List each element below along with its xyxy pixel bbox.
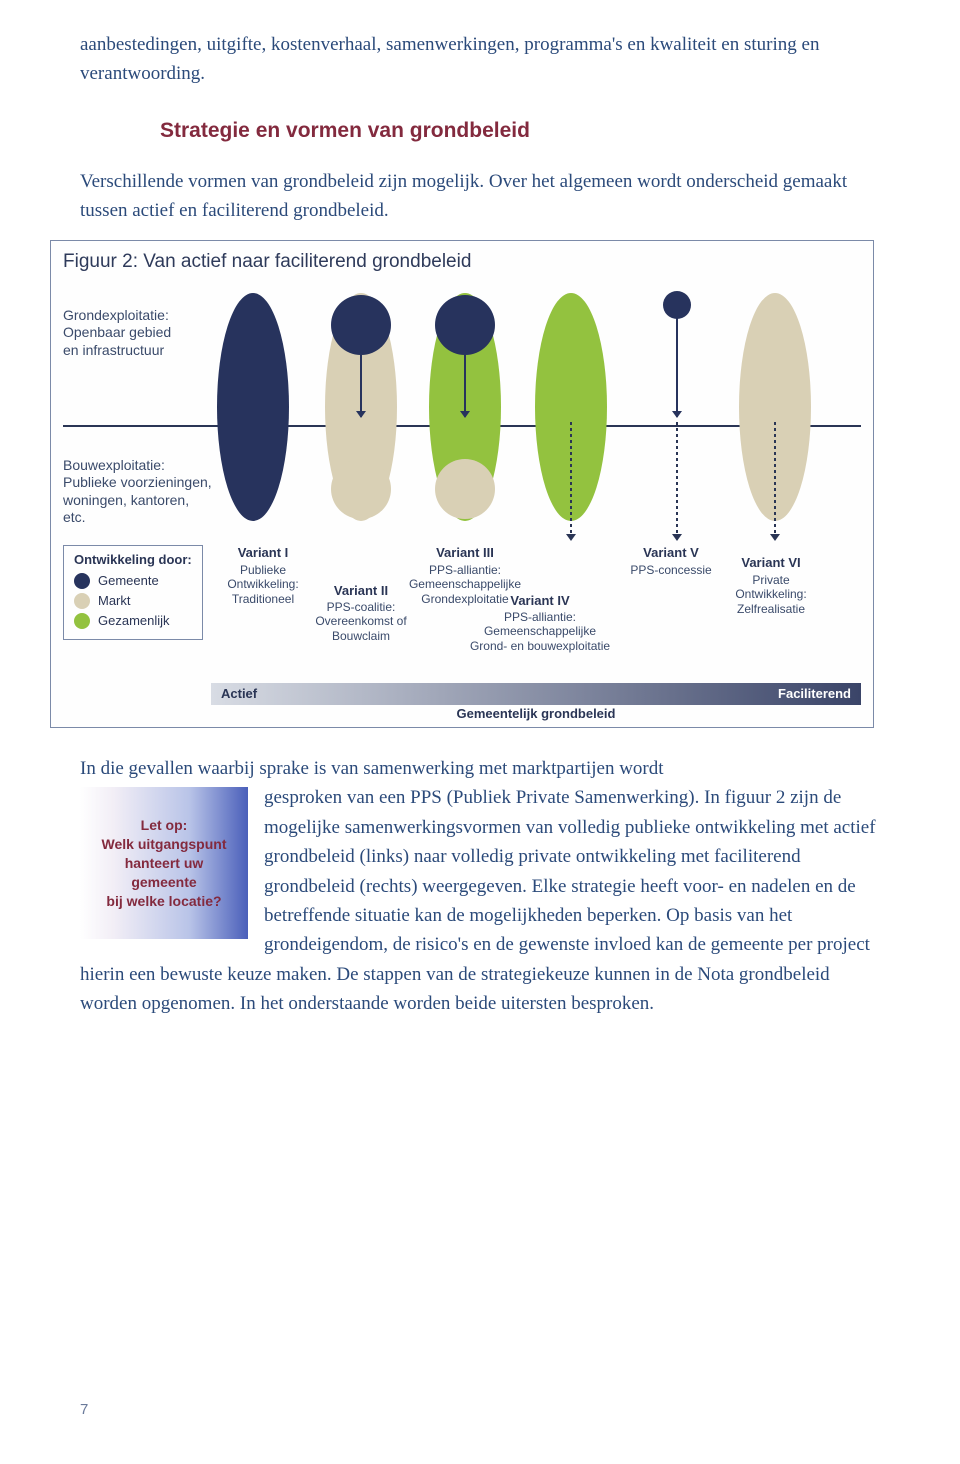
variant-label: Variant IV	[470, 593, 610, 608]
circle-shape	[663, 291, 691, 319]
arrow-down-icon	[360, 355, 362, 417]
arrow-down-icon	[570, 422, 572, 540]
circle-shape	[331, 295, 391, 355]
arrow-down-icon	[774, 422, 776, 540]
ellipse-shape	[217, 293, 289, 521]
legend-label: Markt	[98, 593, 131, 608]
arrow-down-icon	[676, 422, 678, 540]
legend-dot-icon	[74, 613, 90, 629]
legend-label: Gezamenlijk	[98, 613, 170, 628]
legend-item: Gezamenlijk	[74, 613, 192, 629]
figure-title: Figuur 2: Van actief naar faciliterend g…	[63, 251, 861, 273]
figure-diagram: Grondexploitatie:Openbaar gebieden infra…	[63, 287, 861, 719]
variant-sublabel: PrivateOntwikkeling:Zelfrealisatie	[691, 573, 851, 616]
section-body: Verschillende vormen van grondbeleid zij…	[80, 167, 880, 226]
spectrum-left: Actief	[221, 686, 257, 701]
intro-paragraph: aanbestedingen, uitgifte, kostenverhaal,…	[80, 30, 880, 89]
legend-box: Ontwikkeling door: Gemeente Markt Gezamenl…	[63, 545, 203, 640]
arrow-down-icon	[464, 355, 466, 417]
variant-label: Variant VI	[701, 555, 841, 570]
arrow-down-icon	[676, 317, 678, 417]
sidebar-callout: Let op:Welk uitgangspunthanteert uwgemee…	[80, 787, 248, 939]
circle-shape	[435, 295, 495, 355]
figure-container: Figuur 2: Van actief naar faciliterend g…	[50, 240, 874, 728]
variant-label: Variant III	[395, 545, 535, 560]
label-grondexploitatie: Grondexploitatie:Openbaar gebieden infra…	[63, 307, 233, 360]
spectrum-caption: Gemeentelijk grondbeleid	[211, 706, 861, 721]
variant-label: Variant I	[193, 545, 333, 560]
legend-item: Markt	[74, 593, 192, 609]
spectrum-right: Faciliterend	[778, 686, 851, 701]
legend-item: Gemeente	[74, 573, 192, 589]
legend-title: Ontwikkeling door:	[74, 552, 192, 567]
page-number: 7	[80, 1401, 88, 1418]
after-para-lead: In die gevallen waarbij sprake is van sa…	[80, 758, 664, 779]
section-heading: Strategie en vormen van grondbeleid	[160, 119, 880, 143]
variant-sublabel: PPS-coalitie:Overeenkomst ofBouwclaim	[281, 600, 441, 643]
label-bouwexploitatie: Bouwexploitatie:Publieke voorzieningen,w…	[63, 457, 238, 527]
circle-shape	[435, 459, 495, 519]
legend-dot-icon	[74, 573, 90, 589]
variant-sublabel: PPS-alliantie:GemeenschappelijkeGrond- e…	[460, 610, 620, 653]
legend-label: Gemeente	[98, 573, 159, 588]
spectrum-bar: Actief Faciliterend	[211, 683, 861, 705]
circle-shape	[331, 459, 391, 519]
after-figure-paragraph: In die gevallen waarbij sprake is van sa…	[80, 754, 880, 1019]
legend-dot-icon	[74, 593, 90, 609]
